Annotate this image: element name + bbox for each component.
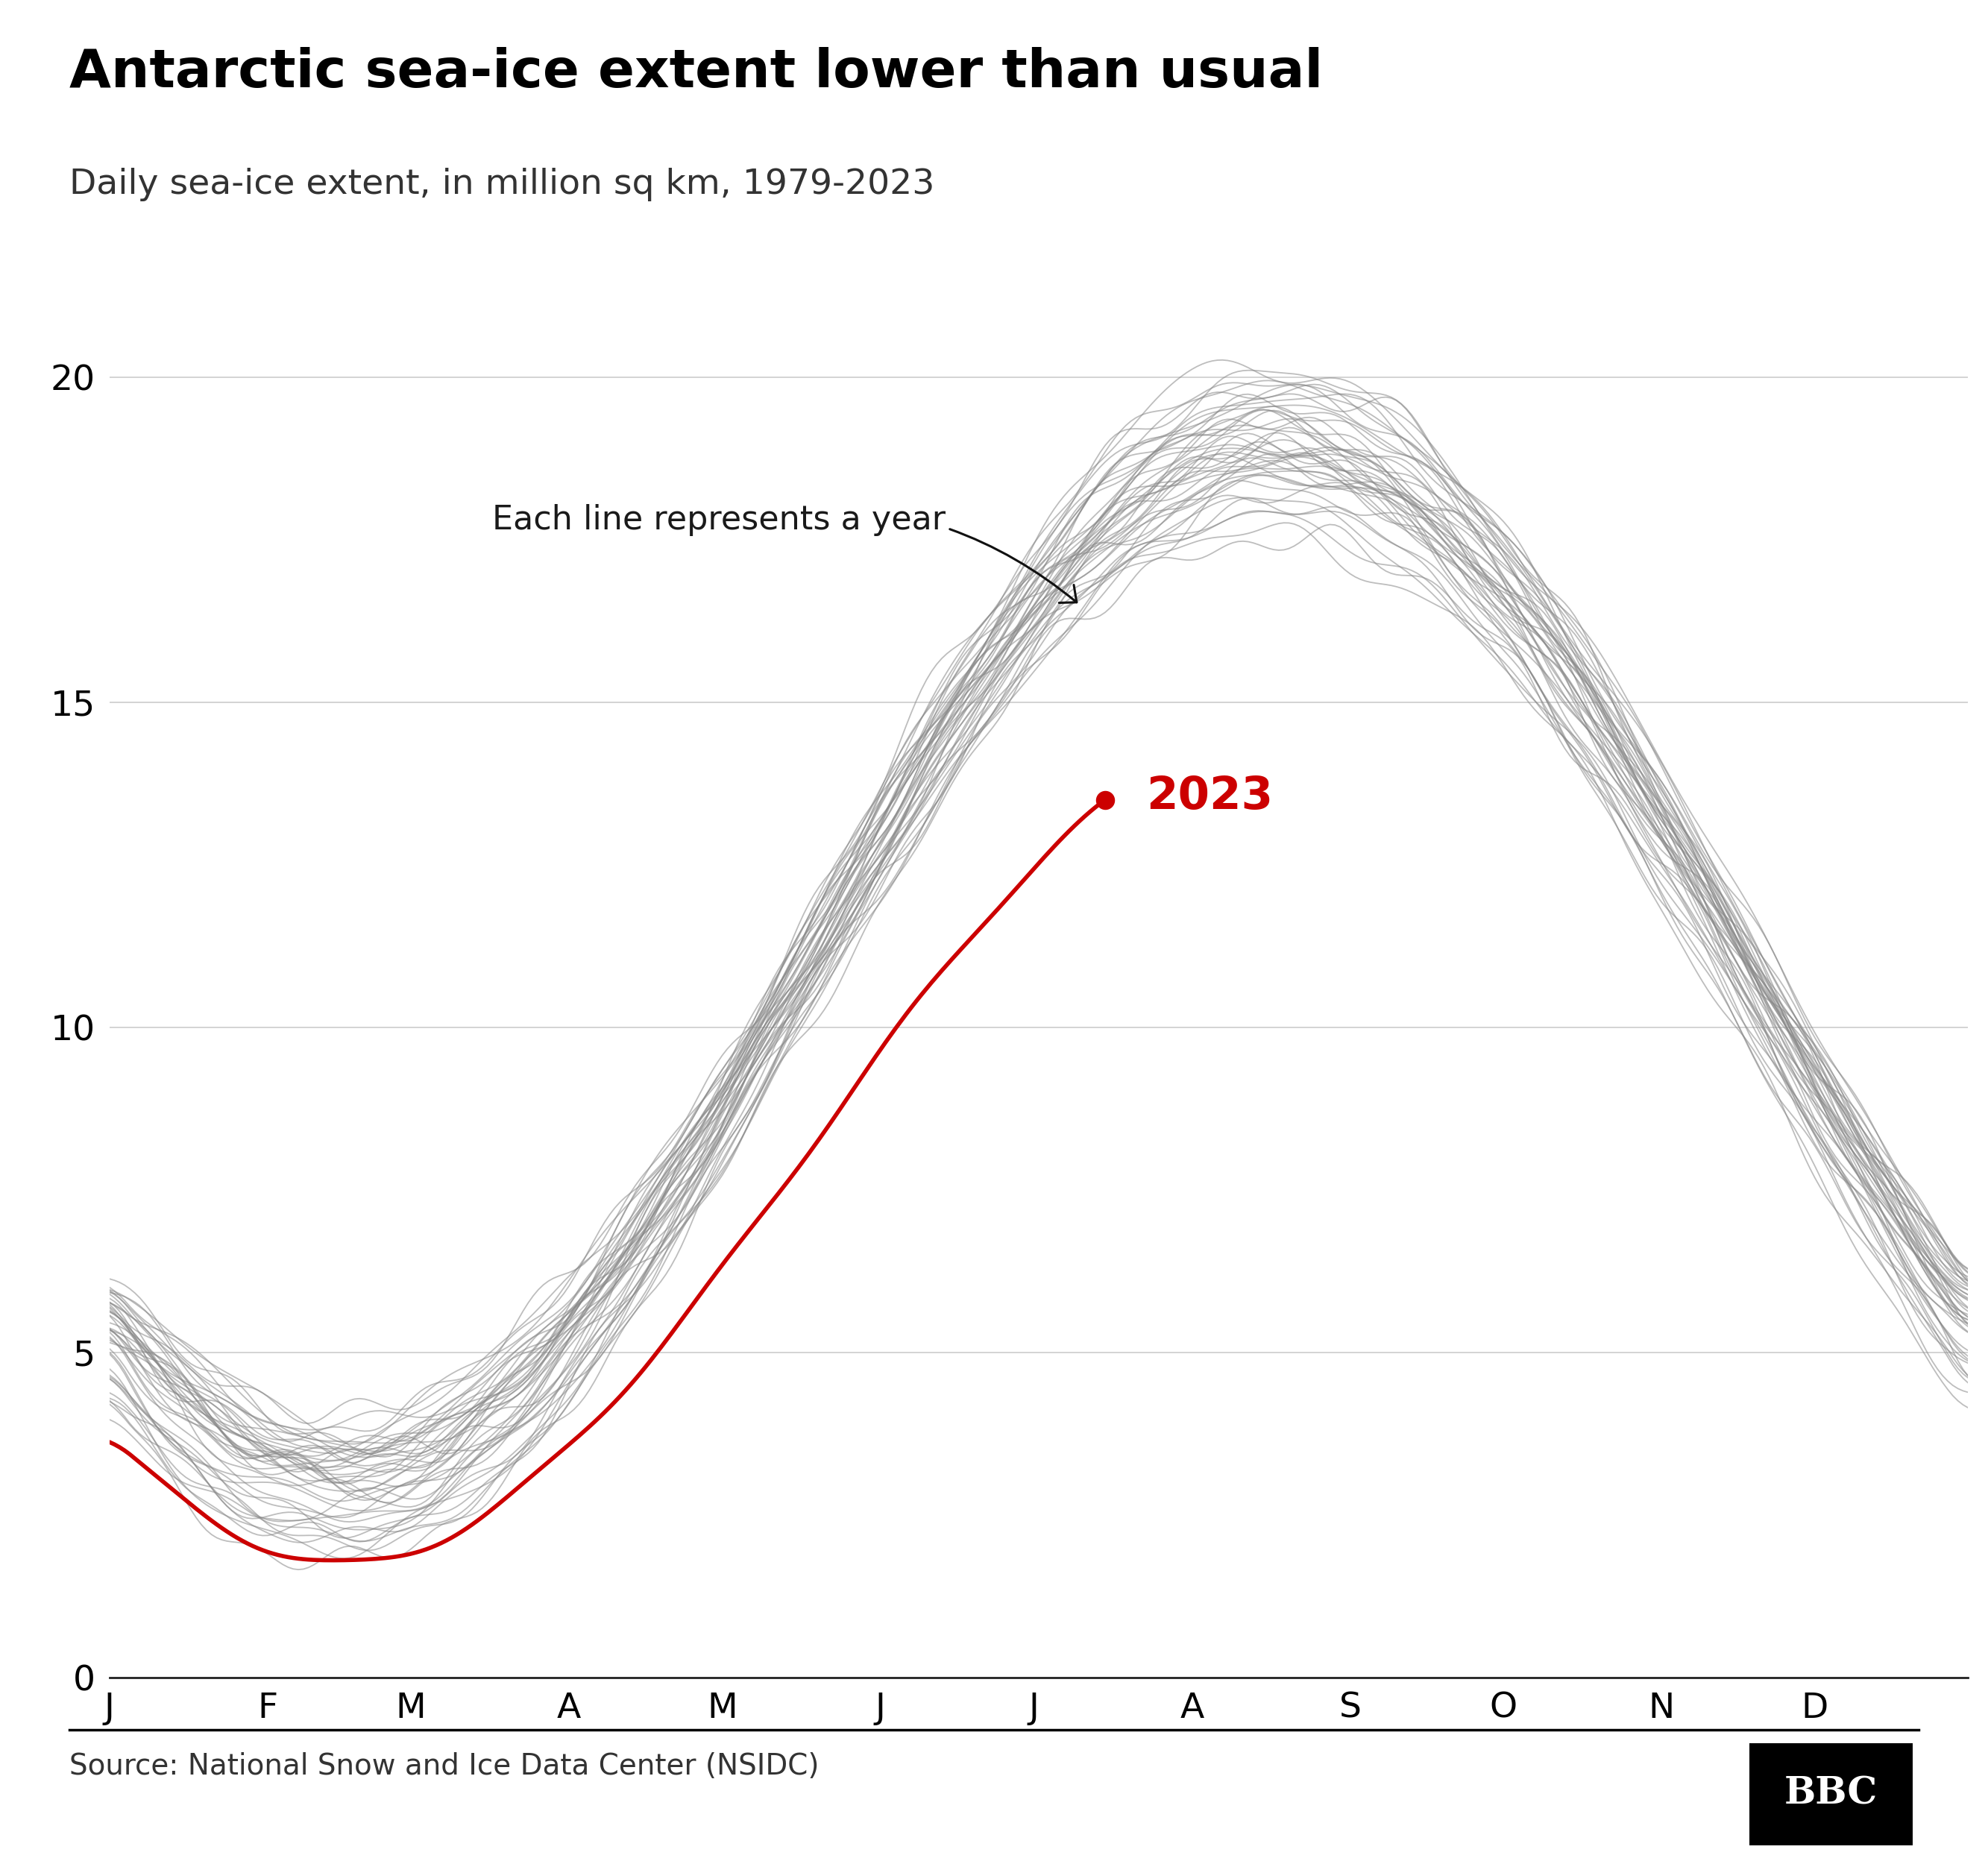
- Text: Daily sea-ice extent, in million sq km, 1979-2023: Daily sea-ice extent, in million sq km, …: [70, 168, 934, 201]
- Text: Antarctic sea-ice extent lower than usual: Antarctic sea-ice extent lower than usua…: [70, 47, 1324, 99]
- Text: 2023: 2023: [1145, 774, 1272, 818]
- Text: Source: National Snow and Ice Data Center (NSIDC): Source: National Snow and Ice Data Cente…: [70, 1752, 819, 1780]
- Point: [1089, 785, 1121, 815]
- Text: BBC: BBC: [1785, 1776, 1877, 1812]
- Text: Each line represents a year: Each line represents a year: [493, 503, 1077, 602]
